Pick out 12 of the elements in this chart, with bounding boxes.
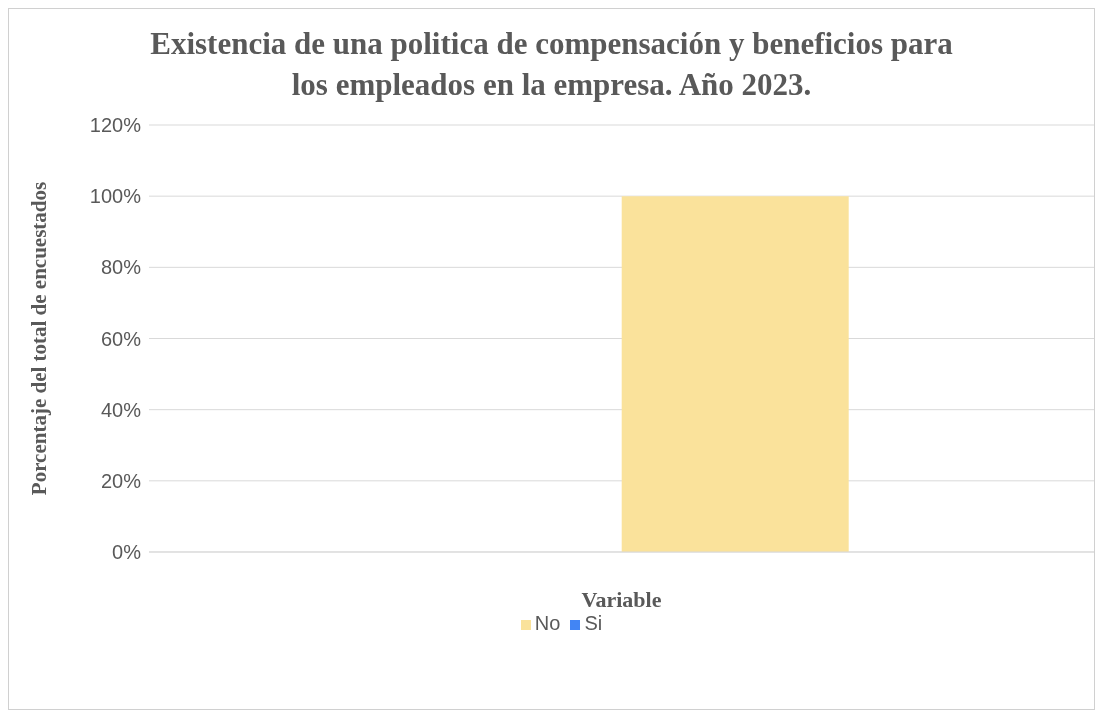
y-tick-label: 120%: [89, 114, 142, 137]
y-tick-label: 40%: [100, 398, 142, 421]
y-tick-label: 80%: [100, 256, 142, 279]
chart-title: Existencia de una politica de compensación y beneficios para los empleados en la empresa. Año 2023.: [149, 25, 954, 104]
y-tick-label: 0%: [112, 541, 142, 564]
y-tick-label: 60%: [100, 327, 142, 350]
y-tick-label: 20%: [100, 469, 142, 492]
legend-label: Si: [584, 612, 603, 634]
legend-label: No: [534, 612, 561, 634]
y-tick-label: 100%: [89, 185, 142, 208]
x-axis-title: Variable: [581, 587, 662, 612]
y-axis-title: Porcentaje del total de encuestados: [27, 181, 52, 496]
